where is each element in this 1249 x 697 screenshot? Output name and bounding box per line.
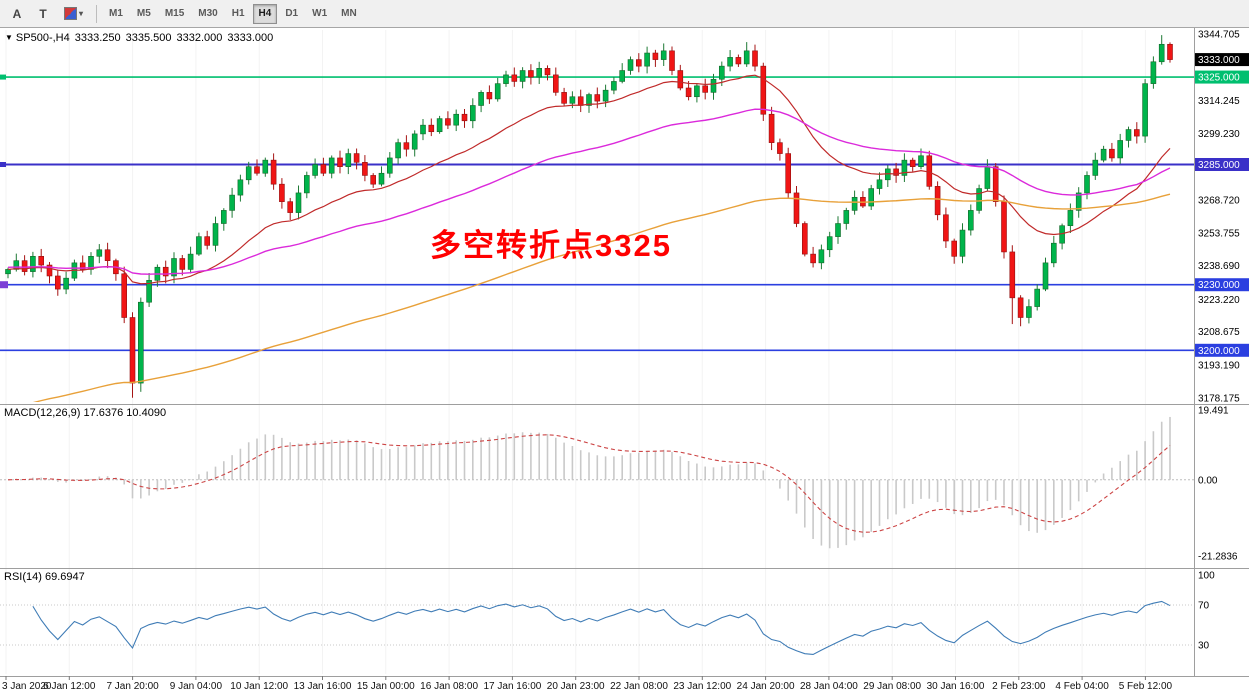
price-axis-label: 30 (1198, 641, 1210, 652)
color-swatch-icon (64, 7, 77, 20)
timeframe-button-h1[interactable]: H1 (226, 4, 251, 24)
rsi-panel[interactable] (0, 600, 1194, 656)
price-axis-label: 3238.690 (1198, 261, 1240, 272)
price-tag (1195, 158, 1249, 172)
rsi-label: RSI(14) (4, 571, 42, 583)
price-tag-label: 3230.000 (1198, 280, 1240, 291)
time-axis-label: 24 Jan 20:00 (737, 681, 795, 692)
toolbar-separator (96, 4, 98, 23)
quote-open: 3333.250 (74, 32, 121, 44)
price-axis-label: -21.2836 (1198, 552, 1238, 563)
price-axis-label: 3223.220 (1198, 295, 1240, 306)
timeframe-button-m5[interactable]: M5 (131, 4, 157, 24)
price-axis-label: 3314.245 (1198, 96, 1240, 107)
time-axis-label: 23 Jan 12:00 (673, 681, 731, 692)
cursor-tool-button[interactable]: A (5, 3, 29, 25)
price-tag-label: 3200.000 (1198, 346, 1240, 357)
price-tag (1195, 343, 1249, 357)
timeframe-button-m1[interactable]: M1 (103, 4, 129, 24)
time-axis-label: 20 Jan 23:00 (547, 681, 605, 692)
quote-high: 3335.500 (125, 32, 172, 44)
price-axis[interactable]: 3344.705 3314.245 3299.230 3268.720 3253.755… (1195, 30, 1249, 652)
time-axis-label: 17 Jan 16:00 (483, 681, 541, 692)
timeframe-button-m15[interactable]: M15 (159, 4, 190, 24)
time-axis-label: 28 Jan 04:00 (800, 681, 858, 692)
macd-values: 17.6376 10.4090 (83, 407, 167, 419)
time-axis-label: 16 Jan 08:00 (420, 681, 478, 692)
price-axis-label: 3268.720 (1198, 196, 1240, 207)
timeframe-button-mn[interactable]: MN (335, 4, 363, 24)
price-tag (1195, 70, 1249, 84)
macd-signal-line (7, 434, 1171, 533)
line-drag-handle[interactable] (0, 74, 6, 80)
price-axis-label: 3208.675 (1198, 327, 1240, 338)
timeframe-button-h4[interactable]: H4 (252, 3, 278, 24)
macd-label: MACD(12,26,9) (4, 407, 81, 419)
price-tag-label: 3325.000 (1198, 73, 1240, 84)
main-price-panel[interactable] (0, 35, 1194, 409)
rsi-value: 69.6947 (44, 571, 85, 583)
time-axis-label: 13 Jan 16:00 (294, 681, 352, 692)
price-tag-label: 3333.000 (1198, 55, 1240, 66)
fast-ma-line (7, 74, 1171, 285)
candlesticks (5, 35, 1173, 398)
line-drag-handle[interactable] (0, 162, 6, 168)
price-tag (1195, 53, 1249, 67)
grid (5, 30, 1146, 674)
style-tool-button[interactable]: ▾ (57, 3, 90, 25)
quote-bar: ▼ SP500-,H4 3333.250 3335.500 3332.000 3333.0… (5, 32, 273, 44)
time-axis-label: 6 Jan 12:00 (43, 681, 96, 692)
line-drag-handle[interactable] (0, 281, 8, 289)
toolbar: A T ▾ M1 M5 M15 M30 H1 H4 D1 W1 MN (0, 0, 1249, 28)
time-axis-label: 22 Jan 08:00 (610, 681, 668, 692)
time-axis-label: 3 Jan 2020 (2, 681, 52, 692)
macd-panel[interactable] (0, 416, 1194, 549)
chart-canvas[interactable]: 3344.705 3314.245 3299.230 3268.720 3253.755… (0, 28, 1249, 697)
timeframe-button-m30[interactable]: M30 (192, 4, 223, 24)
time-axis-label: 4 Feb 04:00 (1055, 681, 1109, 692)
quote-low: 3332.000 (176, 32, 223, 44)
time-axis-label: 5 Feb 12:00 (1119, 681, 1173, 692)
price-axis-label: 3178.175 (1198, 394, 1240, 405)
rsi-line (32, 600, 1171, 656)
price-tag (1195, 278, 1249, 292)
timeframe-button-d1[interactable]: D1 (279, 4, 304, 24)
price-axis-label: 3344.705 (1198, 30, 1240, 41)
time-axis-label: 15 Jan 00:00 (357, 681, 415, 692)
price-axis-label: 3253.755 (1198, 228, 1240, 239)
quote-close: 3333.000 (227, 32, 274, 44)
time-axis-label: 29 Jan 08:00 (863, 681, 921, 692)
timeframe-button-w1[interactable]: W1 (306, 4, 333, 24)
medium-ma-line (7, 108, 1171, 275)
collapse-icon[interactable]: ▼ (5, 33, 13, 42)
time-axis-label: 2 Feb 23:00 (992, 681, 1046, 692)
time-axis-label: 9 Jan 04:00 (170, 681, 223, 692)
price-tag-label: 3285.000 (1198, 160, 1240, 171)
chart-text-annotation[interactable]: 多空转折点3325 (430, 228, 672, 263)
timeframe-group: M1 M5 M15 M30 H1 H4 D1 W1 MN (102, 3, 364, 24)
price-axis-label: 0.00 (1198, 475, 1218, 486)
rsi-header: RSI(14) 69.6947 (4, 571, 85, 583)
time-axis-label: 10 Jan 12:00 (230, 681, 288, 692)
text-tool-button[interactable]: T (31, 3, 55, 25)
slow-ma-line (32, 193, 1171, 402)
macd-header: MACD(12,26,9) 17.6376 10.4090 (4, 407, 166, 419)
price-axis-label: 3299.230 (1198, 129, 1240, 140)
price-axis-label: 70 (1198, 601, 1210, 612)
price-axis-label: 3193.190 (1198, 361, 1240, 372)
symbol-label: SP500-,H4 (15, 32, 70, 44)
price-axis-label: 19.491 (1198, 406, 1229, 417)
caret-down-icon: ▾ (79, 9, 84, 18)
time-axis-label: 30 Jan 16:00 (927, 681, 985, 692)
time-axis-label: 7 Jan 20:00 (106, 681, 159, 692)
price-axis-label: 100 (1198, 571, 1215, 582)
